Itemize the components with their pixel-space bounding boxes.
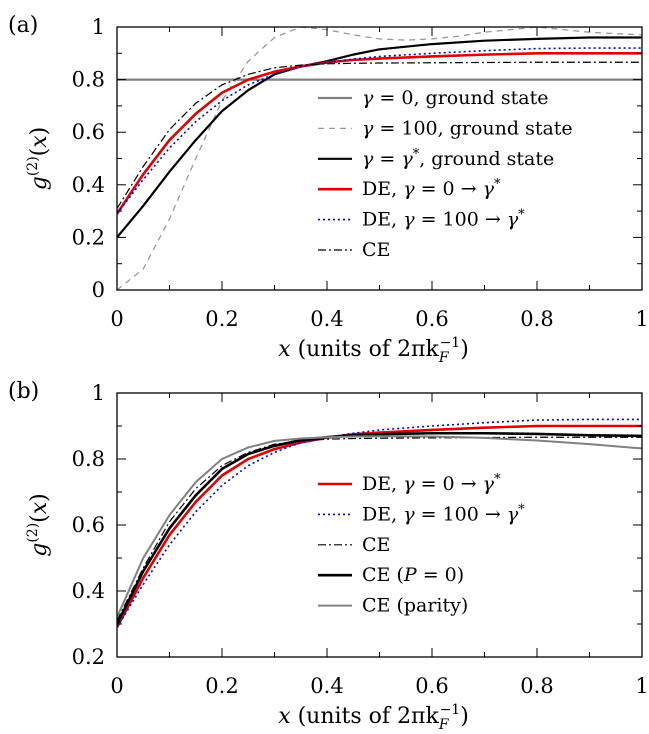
y-tick-label: 0.4 — [72, 579, 105, 603]
legend-entry: CE (parity) — [362, 595, 468, 617]
series-line-1 — [117, 27, 642, 290]
x-axis-label: x (units of 2πkF−1) — [278, 702, 469, 733]
y-tick-label: 0.8 — [72, 447, 105, 471]
legend-entry: DE, γ = 0 → γ* — [362, 177, 501, 201]
panel-b: 0 0.2 0.4 0.6 0.8 10.20.40.60.81x (units of 2… — [8, 379, 649, 733]
x-tick-label: 0.2 — [205, 674, 238, 698]
x-tick-label: 0.2 — [205, 307, 238, 331]
x-tick-label: 0.8 — [520, 307, 553, 331]
legend-entry: γ = 0, ground state — [362, 87, 548, 109]
x-tick-label: 0 — [110, 307, 123, 331]
y-tick-label: 1 — [92, 381, 105, 405]
y-axis-label: g(2)(x) — [25, 127, 52, 191]
series-line-4 — [117, 435, 642, 618]
x-tick-label: 0.6 — [415, 307, 448, 331]
legend-entry: CE — [362, 534, 390, 556]
y-tick-label: 1 — [92, 15, 105, 39]
x-tick-label: 1 — [635, 674, 648, 698]
x-tick-label: 0 — [110, 674, 123, 698]
series-line-2 — [117, 436, 642, 621]
legend-entry: DE, γ = 100 → γ* — [362, 207, 525, 231]
y-tick-label: 0.6 — [72, 120, 105, 144]
y-tick-label: 0.4 — [72, 173, 105, 197]
legend: γ = 0, ground state γ = 100, ground state… — [318, 87, 573, 261]
y-tick-label: 0.6 — [72, 513, 105, 537]
legend-entry: CE (P = 0) — [362, 564, 464, 586]
legend: DE, γ = 0 → γ* DE, γ = 100 → γ* CE CE (P = … — [318, 472, 525, 617]
panel-label: (b) — [8, 379, 39, 404]
y-axis-label: g(2)(x) — [25, 493, 52, 557]
x-tick-label: 0.8 — [520, 674, 553, 698]
legend-entry: γ = 100, ground state — [362, 117, 573, 139]
legend-entry: CE — [362, 239, 390, 261]
series-line-1 — [117, 418, 642, 628]
y-tick-label: 0 — [92, 278, 105, 302]
x-tick-label: 0.6 — [415, 674, 448, 698]
legend-entry: DE, γ = 100 → γ* — [362, 502, 525, 526]
y-tick-label: 0.2 — [72, 225, 105, 249]
x-tick-label: 1 — [635, 307, 648, 331]
legend-entry: γ = γ*, ground state — [362, 146, 554, 170]
x-tick-label: 0.4 — [310, 674, 343, 698]
legend-entry: DE, γ = 0 → γ* — [362, 472, 501, 496]
series-line-5 — [117, 61, 642, 209]
x-axis-label: x (units of 2πkF−1) — [278, 335, 469, 366]
x-tick-label: 0.4 — [310, 307, 343, 331]
panel-label: (a) — [8, 13, 38, 38]
y-tick-label: 0.2 — [72, 645, 105, 669]
y-tick-label: 0.8 — [72, 68, 105, 92]
panel-a: 0 0.2 0.4 0.6 0.8 1 0 0.2 0.4 0.6 0.8 1 x (units of … — [8, 13, 649, 366]
